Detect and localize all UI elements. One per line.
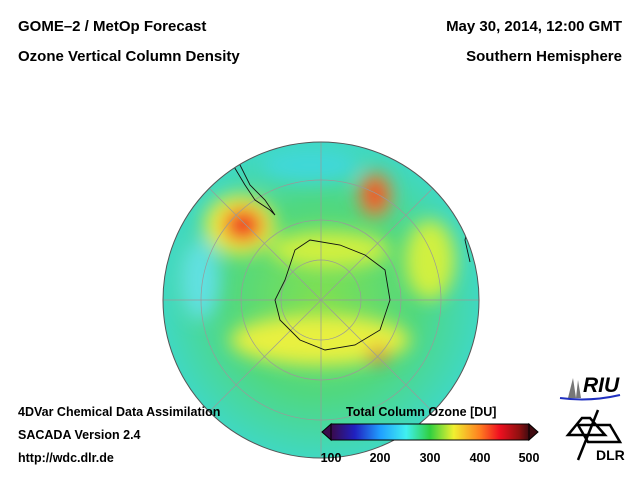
- title-date: May 30, 2014, 12:00 GMT: [446, 18, 622, 35]
- footer-version: SACADA Version 2.4: [18, 428, 141, 442]
- colorbar-tick: 200: [369, 451, 391, 465]
- colorbar-tick: 500: [518, 451, 540, 465]
- title-region: Southern Hemisphere: [466, 48, 622, 65]
- colorbar-title: Total Column Ozone [DU]: [346, 405, 497, 419]
- dlr-logo: [565, 409, 623, 461]
- footer-url[interactable]: http://wdc.dlr.de: [18, 451, 114, 465]
- title-quantity: Ozone Vertical Column Density: [18, 48, 240, 65]
- colorbar-tick: 300: [419, 451, 441, 465]
- colorbar-tick: 400: [469, 451, 491, 465]
- riu-logo-text: RIU: [583, 374, 620, 397]
- dlr-logo-text: DLR: [596, 447, 625, 463]
- riu-logo: [559, 378, 621, 401]
- title-product: GOME–2 / MetOp Forecast: [18, 18, 207, 35]
- footer-method: 4DVar Chemical Data Assimilation: [18, 405, 221, 419]
- colorbar-tick: 100: [320, 451, 342, 465]
- colorbar: [321, 422, 539, 442]
